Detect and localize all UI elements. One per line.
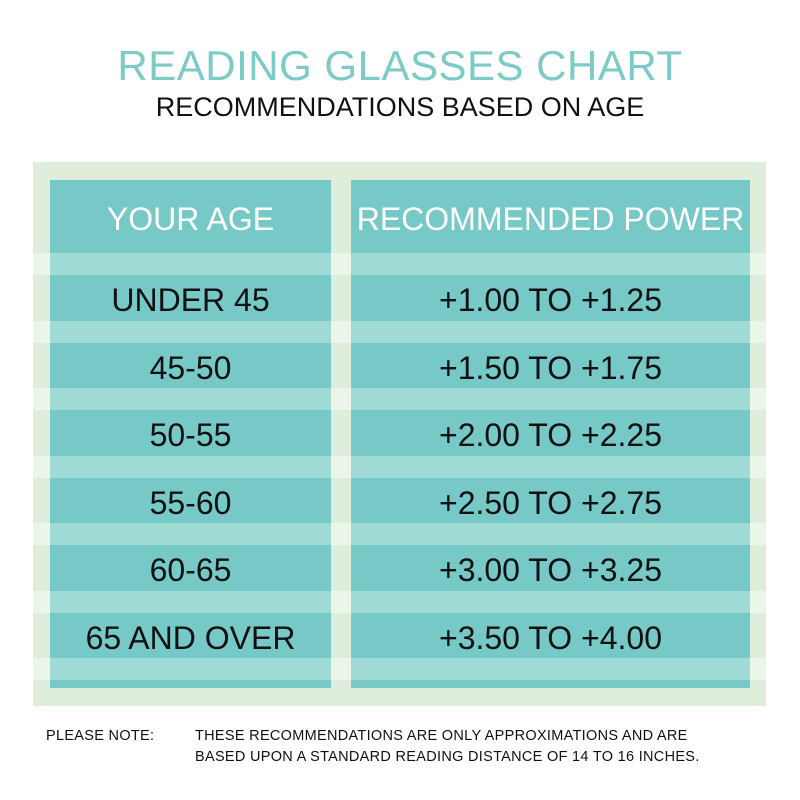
age-cell: 55-60 — [149, 484, 232, 521]
row-divider-stripe — [50, 455, 331, 478]
note-line-2: BASED UPON A STANDARD READING DISTANCE O… — [195, 749, 700, 765]
row-divider-stripe — [351, 253, 750, 275]
power-cell: +2.50 TO +2.75 — [439, 484, 662, 521]
row-divider-stripe — [50, 388, 331, 410]
row-divider-stripe — [50, 253, 331, 275]
power-cell: +1.00 TO +1.25 — [439, 282, 662, 318]
age-cell: 50-55 — [149, 417, 232, 453]
row-divider-stripe — [351, 388, 750, 410]
age-cell: UNDER 45 — [111, 282, 270, 318]
age-column: YOUR AGE UNDER 45 45-50 50-55 55-60 60-65 65 … — [50, 180, 331, 688]
row-divider-stripe — [50, 658, 331, 680]
power-column: RECOMMENDED POWER +1.00 TO +1.25 +1.50 TO… — [351, 180, 750, 688]
power-cell: +2.00 TO +2.25 — [439, 417, 662, 453]
row-divider-stripe — [351, 320, 750, 343]
age-cell: 45-50 — [149, 349, 232, 386]
column-header-power: RECOMMENDED POWER — [356, 201, 745, 237]
power-cell: +3.00 TO +3.25 — [439, 552, 662, 588]
power-cell: +1.50 TO +1.75 — [439, 349, 662, 386]
row-divider-stripe — [351, 590, 750, 613]
row-divider-stripe — [351, 523, 750, 545]
row-divider-stripe — [50, 320, 331, 343]
age-cell: 65 AND OVER — [85, 619, 296, 656]
row-divider-stripe — [351, 455, 750, 478]
row-divider-stripe — [351, 658, 750, 680]
note-line-1: THESE RECOMMENDATIONS ARE ONLY APPROXIMA… — [195, 728, 688, 744]
chart-title: READING GLASSES CHART — [117, 42, 683, 89]
chart-subtitle: RECOMMENDATIONS BASED ON AGE — [155, 92, 645, 122]
age-cell: 60-65 — [149, 552, 232, 588]
power-cell: +3.50 TO +4.00 — [439, 619, 662, 656]
row-divider-stripe — [50, 590, 331, 613]
column-header-age: YOUR AGE — [106, 201, 275, 237]
note-label: PLEASE NOTE: — [46, 728, 155, 744]
row-divider-stripe — [50, 523, 331, 545]
